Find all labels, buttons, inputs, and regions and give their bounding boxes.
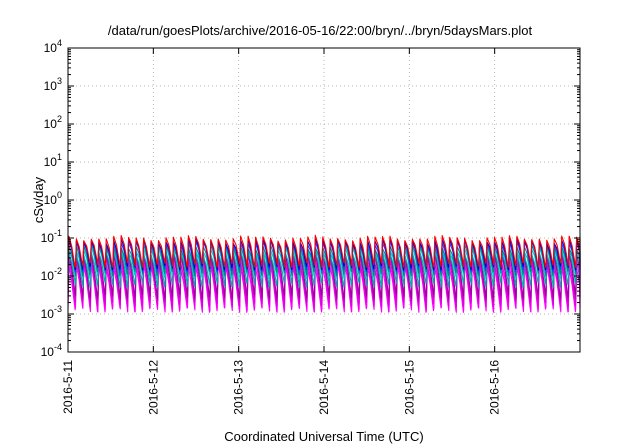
x-tick-label: 2016-5-13 (232, 360, 246, 415)
series-line (67, 234, 581, 268)
x-tick-label: 2016-5-16 (488, 360, 502, 415)
y-tick-label: 101 (44, 152, 62, 169)
series-line (67, 257, 581, 308)
x-tick-label: 2016-5-11 (61, 360, 75, 414)
y-axis-label: cSv/day (31, 176, 46, 223)
x-tick-label: 2016-5-15 (402, 360, 416, 415)
x-tick-label: 2016-5-14 (317, 360, 331, 415)
y-tick-label: 100 (44, 190, 62, 207)
x-tick-label: 2016-5-12 (146, 360, 160, 415)
series-layer (67, 234, 581, 313)
y-axis: 10-4 10-3 10-2 10-1 100 101 102 103 104 (41, 38, 580, 359)
y-tick-label: 10-1 (41, 228, 62, 245)
chart-title: /data/run/goesPlots/archive/2016-05-16/2… (108, 23, 533, 38)
grid (68, 48, 580, 352)
y-tick-label: 10-3 (41, 304, 62, 321)
y-tick-label: 10-2 (41, 266, 62, 283)
x-axis: 2016-5-11 2016-5-12 2016-5-13 2016-5-14 2016… (61, 48, 502, 415)
y-tick-label: 10-4 (41, 342, 62, 359)
y-tick-label: 104 (44, 38, 62, 55)
y-tick-label: 103 (44, 76, 62, 93)
x-axis-label: Coordinated Universal Time (UTC) (224, 429, 423, 444)
y-tick-label: 102 (44, 114, 62, 131)
